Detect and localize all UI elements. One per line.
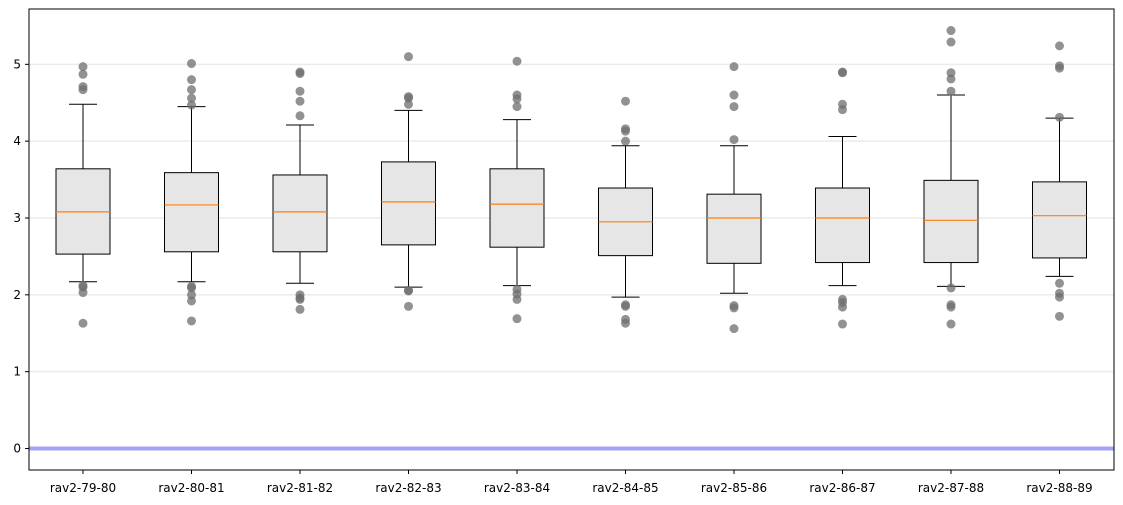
outlier-point: [187, 316, 196, 326]
y-tick-label: 2: [13, 288, 21, 302]
x-tick-label: rav2-82-83: [375, 481, 441, 495]
outlier-point: [512, 56, 522, 66]
x-tick-label: rav2-83-84: [484, 481, 550, 495]
iqr-box: [381, 161, 436, 246]
outlier-point: [729, 135, 739, 145]
y-tick-label: 0: [13, 441, 21, 455]
outlier-point: [295, 69, 305, 79]
x-tick-label: rav2-79-80: [50, 481, 116, 495]
outlier-point: [187, 100, 196, 110]
box-rav2-81-82: [272, 124, 328, 284]
outliers-layer: [78, 26, 1064, 334]
outlier-point: [512, 94, 522, 104]
outlier-point: [512, 102, 522, 112]
outlier-point: [621, 136, 630, 146]
outlier-point: [78, 288, 88, 298]
outlier-point: [187, 283, 196, 293]
x-tick-label: rav2-80-81: [158, 481, 224, 495]
iqr-box: [923, 179, 979, 264]
outlier-point: [187, 75, 196, 85]
box-rav2-83-84: [489, 119, 545, 287]
outlier-point: [621, 301, 630, 311]
outlier-point: [621, 318, 630, 328]
outlier-point: [1055, 41, 1064, 51]
outlier-point: [946, 26, 956, 36]
x-tick-label: rav2-81-82: [267, 481, 333, 495]
plot-frame: [28, 8, 1115, 471]
x-tick-label: rav2-84-85: [592, 481, 658, 495]
box-rav2-82-83: [381, 109, 436, 288]
box-rav2-84-85: [598, 145, 653, 298]
box-rav2-85-86: [706, 145, 762, 294]
outlier-point: [838, 302, 847, 312]
x-tick-label: rav2-88-89: [1026, 481, 1092, 495]
box-rav2-88-89: [1032, 117, 1087, 277]
y-tick-label: 1: [13, 365, 21, 379]
box-rav2-86-87: [815, 136, 870, 287]
outlier-point: [946, 319, 956, 329]
iqr-box: [706, 193, 762, 264]
y-tick-label: 5: [13, 57, 21, 71]
outlier-point: [838, 68, 847, 78]
outlier-point: [78, 62, 88, 72]
outlier-point: [946, 37, 956, 47]
y-axis: 0 1 2 3 4 5: [13, 57, 29, 455]
outlier-point: [404, 99, 413, 109]
iqr-box: [272, 174, 328, 253]
outlier-point: [729, 102, 739, 112]
outlier-point: [295, 111, 305, 121]
outlier-point: [187, 93, 196, 103]
x-tick-label: rav2-86-87: [809, 481, 875, 495]
x-tick-label: rav2-87-88: [918, 481, 984, 495]
outlier-point: [295, 294, 305, 304]
outlier-point: [729, 303, 739, 313]
y-tick-label: 3: [13, 211, 21, 225]
outlier-point: [1055, 311, 1064, 321]
outlier-point: [729, 324, 739, 334]
outlier-point: [187, 59, 196, 69]
outlier-point: [621, 126, 630, 136]
outlier-point: [512, 314, 522, 324]
outlier-point: [729, 62, 739, 72]
outlier-point: [404, 52, 413, 62]
outlier-point: [838, 319, 847, 329]
iqr-box: [489, 168, 545, 248]
outlier-point: [838, 105, 847, 115]
outlier-point: [1055, 112, 1064, 122]
outlier-point: [78, 85, 88, 95]
outlier-point: [295, 86, 305, 96]
x-tick-label: rav2-85-86: [701, 481, 767, 495]
outlier-point: [1055, 292, 1064, 302]
iqr-box: [1032, 181, 1087, 259]
x-axis: rav2-79-80 rav2-80-81 rav2-81-82 rav2-82-83…: [50, 470, 1093, 495]
y-tick-label: 4: [13, 134, 21, 148]
outlier-point: [946, 86, 956, 96]
box-rav2-87-88: [923, 94, 979, 287]
outlier-point: [729, 90, 739, 100]
outlier-point: [946, 302, 956, 312]
outlier-point: [78, 318, 88, 328]
outlier-point: [512, 294, 522, 304]
outlier-point: [1055, 63, 1064, 73]
outlier-point: [404, 301, 413, 311]
outlier-point: [621, 96, 630, 106]
iqr-box: [815, 187, 870, 264]
outlier-point: [946, 74, 956, 84]
outlier-point: [187, 296, 196, 306]
outlier-point: [295, 304, 305, 314]
outlier-point: [1055, 278, 1064, 288]
outlier-point: [78, 69, 88, 79]
outlier-point: [404, 286, 413, 296]
iqr-box: [164, 172, 219, 253]
outlier-point: [295, 96, 305, 106]
outlier-point: [946, 283, 956, 293]
outlier-point: [187, 85, 196, 95]
